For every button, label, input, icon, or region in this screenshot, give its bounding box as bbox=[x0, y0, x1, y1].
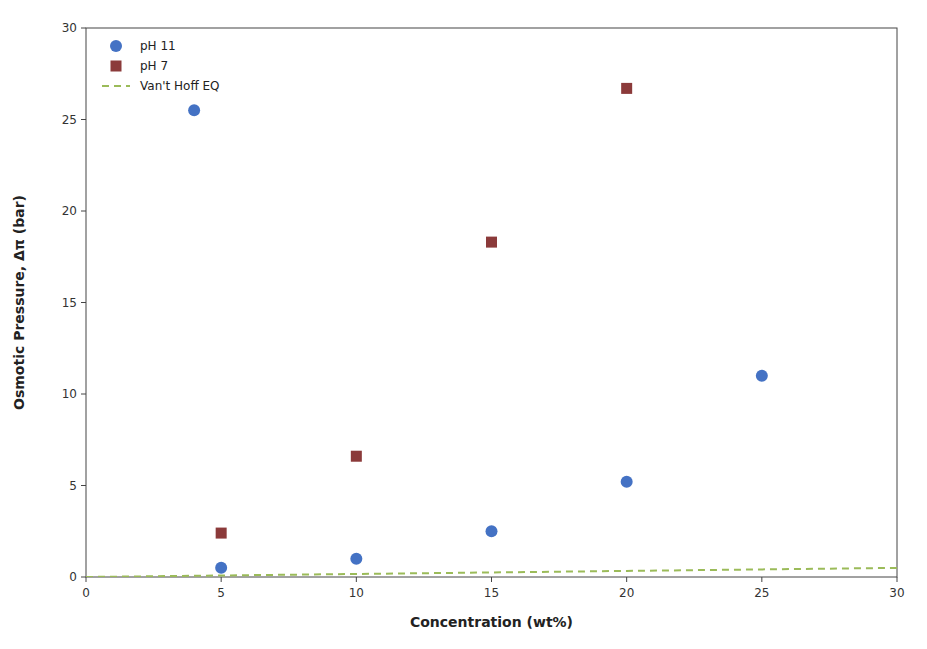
x-tick-label: 15 bbox=[484, 586, 499, 600]
y-tick bbox=[81, 302, 86, 303]
x-tick bbox=[86, 577, 87, 582]
legend-swatch bbox=[110, 40, 122, 52]
y-tick-label: 0 bbox=[69, 570, 77, 584]
x-tick bbox=[491, 577, 492, 582]
legend-label: pH 7 bbox=[140, 59, 168, 73]
y-tick bbox=[81, 211, 86, 212]
data-point bbox=[756, 370, 768, 382]
data-point bbox=[215, 562, 227, 574]
x-tick-label: 25 bbox=[754, 586, 769, 600]
y-tick bbox=[81, 485, 86, 486]
data-point bbox=[621, 476, 633, 488]
y-tick bbox=[81, 577, 86, 578]
x-tick-label: 5 bbox=[217, 586, 225, 600]
data-point bbox=[216, 528, 227, 539]
x-tick bbox=[626, 577, 627, 582]
data-point bbox=[486, 237, 497, 248]
x-tick bbox=[897, 577, 898, 582]
x-tick-label: 30 bbox=[889, 586, 904, 600]
x-tick-label: 20 bbox=[619, 586, 634, 600]
y-tick-label: 15 bbox=[62, 296, 77, 310]
x-tick bbox=[221, 577, 222, 582]
y-tick bbox=[81, 394, 86, 395]
y-axis-label: Osmotic Pressure, Δπ (bar) bbox=[11, 195, 27, 410]
chart-svg: 0 5 10 15 20 25 30 0 5 10 15 20 25 30 Concentration (w… bbox=[0, 0, 927, 649]
x-tick bbox=[761, 577, 762, 582]
legend-label: pH 11 bbox=[140, 39, 176, 53]
plot-frame bbox=[86, 28, 897, 577]
axes: 0 5 10 15 20 25 30 0 5 10 15 20 25 30 bbox=[62, 21, 905, 600]
x-axis-label: Concentration (wt%) bbox=[410, 614, 573, 630]
x-tick-label: 10 bbox=[349, 586, 364, 600]
y-tick bbox=[81, 28, 86, 29]
legend-swatch bbox=[111, 61, 122, 72]
x-tick bbox=[356, 577, 357, 582]
data-point bbox=[188, 104, 200, 116]
y-tick-label: 5 bbox=[69, 479, 77, 493]
y-tick-label: 30 bbox=[62, 21, 77, 35]
y-tick-label: 10 bbox=[62, 387, 77, 401]
y-tick-label: 20 bbox=[62, 204, 77, 218]
legend-label: Van't Hoff EQ bbox=[140, 79, 220, 93]
data-point bbox=[621, 83, 632, 94]
x-tick-label: 0 bbox=[82, 586, 90, 600]
legend: pH 11 pH 7 Van't Hoff EQ bbox=[102, 39, 220, 93]
y-tick-label: 25 bbox=[62, 113, 77, 127]
plot-marks bbox=[86, 83, 897, 577]
chart-container: 0 5 10 15 20 25 30 0 5 10 15 20 25 30 Concentration (w… bbox=[0, 0, 927, 649]
data-point bbox=[351, 451, 362, 462]
data-point bbox=[350, 553, 362, 565]
y-tick bbox=[81, 119, 86, 120]
legend-swatch bbox=[102, 85, 130, 87]
data-point bbox=[486, 525, 498, 537]
series-line bbox=[86, 568, 897, 577]
